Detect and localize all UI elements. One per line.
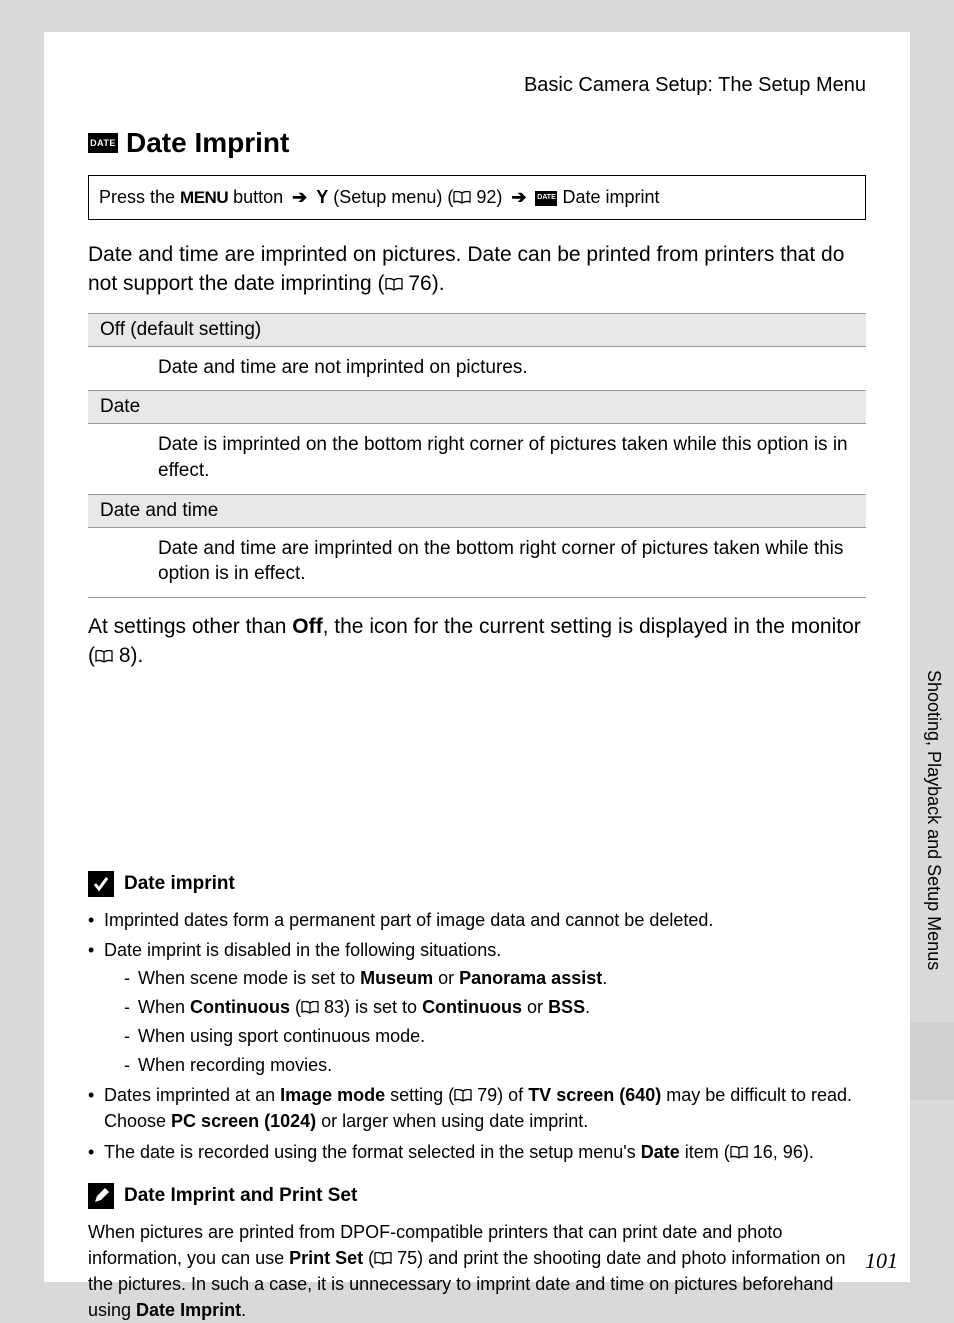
- intro-paragraph: Date and time are imprinted on pictures.…: [88, 240, 866, 299]
- list-item: Imprinted dates form a permanent part of…: [88, 907, 866, 933]
- option-header: Date: [88, 390, 866, 424]
- text: item (: [680, 1142, 730, 1162]
- list-item: Dates imprinted at an Image mode setting…: [88, 1082, 866, 1134]
- list-item: When using sport continuous mode.: [124, 1023, 866, 1049]
- option-description: Date is imprinted on the bottom right co…: [88, 424, 866, 493]
- text: .: [241, 1300, 246, 1320]
- option-description: Date and time are imprinted on the botto…: [88, 528, 866, 598]
- bold-text: Continuous: [190, 997, 290, 1017]
- note-title: Date Imprint and Print Set: [124, 1185, 357, 1207]
- page-ref: 8).: [113, 644, 143, 667]
- bold-text: Off: [292, 615, 322, 638]
- text: When scene mode is set to: [138, 968, 360, 988]
- navigation-path-box: Press the MENU button ➔ Y (Setup menu) (…: [88, 175, 866, 220]
- bold-text: Panorama assist: [459, 968, 602, 988]
- note-paragraph: When pictures are printed from DPOF-comp…: [88, 1219, 866, 1323]
- section-breadcrumb: Basic Camera Setup: The Setup Menu: [88, 74, 866, 97]
- text: The date is recorded using the format se…: [104, 1142, 641, 1162]
- sub-list: When scene mode is set to Museum or Pano…: [104, 965, 866, 1078]
- bold-text: Continuous: [422, 997, 522, 1017]
- nav-text: Date imprint: [557, 187, 659, 207]
- text: When: [138, 997, 190, 1017]
- book-icon: [730, 1146, 748, 1159]
- page-ref: 79) of: [472, 1085, 528, 1105]
- side-tab-marker: [910, 1022, 954, 1100]
- text: Dates imprinted at an: [104, 1085, 280, 1105]
- nav-text: button: [228, 187, 288, 207]
- text: (: [290, 997, 301, 1017]
- book-icon: [453, 191, 471, 204]
- text: Date imprint is disabled in the followin…: [104, 940, 501, 960]
- list-item: When scene mode is set to Museum or Pano…: [124, 965, 866, 991]
- arrow-icon: ➔: [511, 187, 526, 207]
- note-section-date-imprint: Date imprint Imprinted dates form a perm…: [88, 871, 866, 1165]
- list-item: Date imprint is disabled in the followin…: [88, 937, 866, 1078]
- book-icon: [374, 1252, 392, 1265]
- nav-text: (Setup menu) (: [328, 187, 453, 207]
- list-item: When recording movies.: [124, 1052, 866, 1078]
- text: At settings other than: [88, 615, 292, 638]
- date-icon: DATE: [88, 133, 118, 153]
- nav-ref: 92): [471, 187, 507, 207]
- options-table: Off (default setting) Date and time are …: [88, 313, 866, 598]
- arrow-icon: ➔: [292, 187, 307, 207]
- option-header: Date and time: [88, 494, 866, 528]
- page-heading: DATE Date Imprint: [88, 127, 866, 159]
- text: .: [602, 968, 607, 988]
- book-icon: [301, 1001, 319, 1014]
- list-item: When Continuous ( 83) is set to Continuo…: [124, 994, 866, 1020]
- page-number: 101: [865, 1248, 898, 1274]
- date-icon: DATE: [535, 191, 557, 206]
- side-tab-label: Shooting, Playback and Setup Menus: [923, 670, 944, 970]
- bold-text: TV screen (640): [528, 1085, 661, 1105]
- page-ref: 76).: [403, 272, 445, 295]
- bold-text: Date: [641, 1142, 680, 1162]
- note-heading: Date imprint: [88, 871, 866, 897]
- text: Date and time are imprinted on pictures.…: [88, 243, 844, 295]
- page-ref: 83) is set to: [319, 997, 422, 1017]
- wrench-icon: Y: [316, 187, 328, 207]
- bold-text: BSS: [548, 997, 585, 1017]
- nav-prefix: Press the: [99, 187, 180, 207]
- text: or larger when using date imprint.: [316, 1111, 588, 1131]
- bold-text: Museum: [360, 968, 433, 988]
- bold-text: PC screen (1024): [171, 1111, 316, 1131]
- check-icon: [88, 871, 114, 897]
- bold-text: Date Imprint: [136, 1300, 241, 1320]
- manual-page: Basic Camera Setup: The Setup Menu DATE …: [44, 32, 910, 1282]
- option-description: Date and time are not imprinted on pictu…: [88, 347, 866, 391]
- list-item: The date is recorded using the format se…: [88, 1139, 866, 1165]
- pencil-icon: [88, 1183, 114, 1209]
- book-icon: [454, 1089, 472, 1102]
- text: or: [522, 997, 548, 1017]
- after-paragraph: At settings other than Off, the icon for…: [88, 612, 866, 671]
- bold-text: Image mode: [280, 1085, 385, 1105]
- book-icon: [95, 650, 113, 663]
- note-title: Date imprint: [124, 873, 235, 895]
- bold-text: Print Set: [289, 1248, 363, 1268]
- heading-text: Date Imprint: [126, 127, 289, 159]
- option-header: Off (default setting): [88, 313, 866, 347]
- text: .: [585, 997, 590, 1017]
- book-icon: [385, 278, 403, 291]
- note-list: Imprinted dates form a permanent part of…: [88, 907, 866, 1165]
- page-ref: 16, 96).: [748, 1142, 814, 1162]
- note-heading: Date Imprint and Print Set: [88, 1183, 866, 1209]
- text: or: [433, 968, 459, 988]
- note-section-print-set: Date Imprint and Print Set When pictures…: [88, 1183, 866, 1323]
- text: (: [363, 1248, 374, 1268]
- text: setting (: [385, 1085, 454, 1105]
- menu-button-label: MENU: [180, 188, 228, 207]
